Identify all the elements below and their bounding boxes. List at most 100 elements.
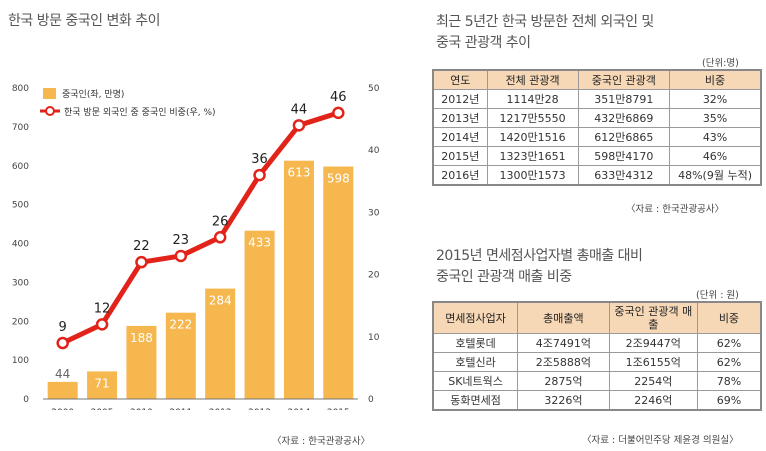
bar [126, 325, 157, 399]
column-header: 비중 [669, 69, 762, 90]
column-header: 면세점사업자 [432, 301, 519, 334]
table1-title-line2: 중국 관광객 추이 [436, 35, 531, 51]
left-tick-label: 200 [12, 317, 29, 327]
table-row: 2013년 1217만5550 432만6869 35% [432, 108, 762, 128]
table-row: 2012년 1114만28 351만8791 32% [432, 89, 762, 109]
table-cell: 48%(9월 누적) [669, 165, 762, 186]
bar [165, 312, 196, 399]
legend-line-label: 한국 방문 외국인 중 중국인 비중(우, %) [64, 106, 216, 118]
table-cell: 598만4170 [577, 146, 671, 166]
x-tick-label: 2012 [209, 408, 232, 410]
legend: 중국인(좌, 만명) 한국 방문 외국인 중 중국인 비중(우, %) [40, 88, 216, 118]
share-line [61, 110, 340, 346]
table-cell: 2254억 [608, 371, 698, 391]
table-cell: 2013년 [432, 108, 488, 128]
bar-value-label: 188 [130, 331, 153, 345]
bar-value-label: 433 [248, 236, 271, 250]
column-header: 비중 [696, 301, 762, 334]
right-tick-label: 0 [368, 395, 374, 405]
bar [323, 166, 354, 399]
legend-bar-label: 중국인(좌, 만명) [62, 89, 124, 100]
column-header: 전체 관광객 [486, 69, 579, 90]
left-tick-label: 0 [23, 395, 29, 405]
left-tick-label: 500 [12, 201, 29, 211]
table-cell: 1217만5550 [486, 108, 579, 128]
x-tick-label: 2013 [248, 408, 271, 410]
bar [244, 230, 275, 399]
table-cell: 432만6869 [577, 108, 671, 128]
table-cell: 1114만28 [486, 89, 579, 109]
table-row: 2016년 1300만1573 633만4312 48%(9월 누적) [432, 165, 762, 186]
dutyfree-table: 면세점사업자 총매출액 중국인 관광객 매출 비중 호텔롯데 4조7491억 2조9447억… [432, 301, 762, 411]
right-tick-label: 50 [368, 84, 380, 94]
bar-value-label: 598 [327, 172, 350, 186]
left-tick-label: 400 [12, 240, 29, 250]
share-value-label: 9 [59, 320, 67, 335]
table-cell: 62% [696, 333, 762, 353]
right-tick-label: 20 [368, 271, 380, 281]
table-cell: 1조6155억 [608, 352, 698, 372]
table1-unit: (단위:명) [702, 58, 739, 69]
column-header: 중국인 관광객 [577, 69, 671, 90]
share-point [253, 168, 266, 182]
share-point [135, 255, 148, 269]
share-value-label: 46 [330, 90, 347, 105]
chart-title: 한국 방문 중국인 변화 추이 [8, 13, 160, 29]
right-tick-label: 40 [368, 146, 380, 156]
table-cell: 4조7491억 [517, 333, 610, 353]
table-cell: 호텔신라 [432, 352, 519, 372]
share-point [174, 249, 188, 263]
table2-title-line1: 2015년 면세점사업자별 총매출 대비 [436, 248, 643, 264]
table-header-row: 면세점사업자 총매출액 중국인 관광객 매출 비중 [432, 301, 762, 334]
left-tick-label: 100 [12, 356, 29, 366]
right-tick-label: 10 [368, 333, 380, 343]
table-cell: 35% [669, 108, 762, 128]
table-cell: 46% [669, 146, 762, 166]
share-point [292, 119, 306, 132]
bar [87, 371, 118, 399]
column-header: 중국인 관광객 매출 [608, 301, 698, 334]
table-cell: 호텔롯데 [432, 333, 519, 353]
table-cell: 2015년 [432, 146, 488, 166]
bar-value-label: 71 [94, 376, 109, 390]
table-row: 2014년 1420만1516 612만6865 43% [432, 127, 762, 147]
x-tick-label: 2014 [287, 408, 310, 410]
bar-value-label: 44 [55, 367, 70, 381]
x-tick-label: 2011 [169, 408, 192, 410]
chart-source: 〈자료 : 한국관광공사〉 [272, 436, 371, 447]
table-header-row: 연도 전체 관광객 중국인 관광객 비중 [432, 69, 762, 90]
table-cell: 612만6865 [577, 127, 671, 147]
right-tick-label: 30 [368, 208, 380, 218]
table-cell: 62% [696, 352, 762, 372]
left-tick-label: 300 [12, 278, 29, 288]
bar-value-label: 284 [209, 294, 232, 308]
line-layer: 9 12 22 23 26 36 44 46 [56, 90, 347, 350]
share-value-label: 26 [212, 214, 229, 229]
table-cell: 43% [669, 127, 762, 147]
table-cell: 동화면세점 [432, 390, 519, 411]
table2-source: 〈자료 : 더불어민주당 제윤경 의원실〉 [582, 435, 739, 446]
visitor-table: 연도 전체 관광객 중국인 관광객 비중 2012년 1114만28 351만8791 32%… [432, 69, 762, 186]
share-value-label: 44 [291, 102, 308, 117]
share-point [213, 231, 227, 244]
table-cell: 2014년 [432, 127, 488, 147]
table1-source: 〈자료 : 한국관광공사〉 [626, 204, 725, 215]
table2-unit: (단위 : 원) [696, 290, 739, 301]
table-cell: 351만8791 [577, 89, 671, 109]
legend-bar-swatch [43, 88, 56, 99]
table-cell: 1323만1651 [486, 146, 579, 166]
table-row: 호텔신라 2조5888억 1조6155억 62% [432, 352, 762, 372]
column-header: 연도 [432, 69, 488, 90]
left-tick-label: 700 [12, 123, 29, 133]
right-axis: 0 10 20 30 40 50 [368, 84, 380, 405]
left-tick-label: 600 [12, 162, 29, 172]
table-row: 호텔롯데 4조7491억 2조9447억 62% [432, 333, 762, 353]
x-tick-label: 2015 [327, 408, 350, 410]
combo-chart: 0 100 200 300 400 500 600 700 800 0 10 20 30 40 50 44… [12, 84, 380, 410]
share-value-label: 23 [173, 233, 190, 248]
table-row: 2015년 1323만1651 598만4170 46% [432, 146, 762, 166]
legend-line-marker [45, 106, 55, 116]
table-cell: 2016년 [432, 165, 488, 186]
table-cell: 32% [669, 89, 762, 109]
share-point [95, 318, 109, 331]
